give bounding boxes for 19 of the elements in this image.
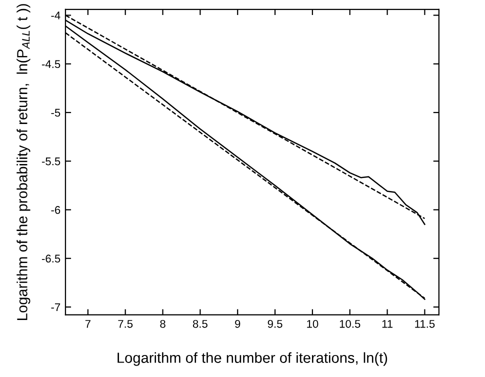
x-tick-label: 9 [235, 320, 240, 328]
x-axis-title: Logarithm of the number of iterations, ln(t) [118, 352, 388, 366]
x-tick-label: 11 [382, 320, 393, 328]
x-tick-label: 8.5 [192, 320, 208, 328]
y-axis-title: Logarithm of the probability of return, ln(P$_{ALL}$( t )) [16, 4, 30, 320]
x-tick-label: 7 [85, 320, 90, 328]
x-tick-label: 7.5 [118, 320, 133, 328]
y-tick-label: -5.5 [42, 158, 60, 166]
x-tick-label: 10 [307, 320, 318, 328]
y-tick-label: -6 [51, 206, 60, 214]
x-tick-label: 11.5 [415, 320, 435, 328]
y-tick-label: -4.5 [42, 60, 60, 68]
y-tick-label: -4 [51, 12, 60, 20]
y-tick-label: -6.5 [42, 254, 60, 263]
y-tick-label: -7 [51, 303, 60, 312]
x-tick-label: 10.5 [340, 320, 360, 328]
x-tick-label: 9.5 [268, 320, 282, 328]
x-tick-label: 8 [160, 320, 166, 328]
y-tick-label: -5 [51, 108, 60, 117]
